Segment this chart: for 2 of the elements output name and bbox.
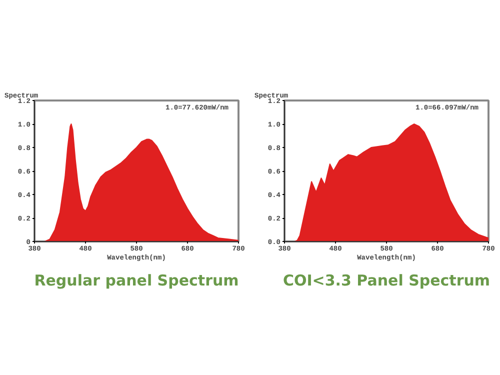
text: Regular panel Spectrum [34, 272, 239, 290]
text: COI<3.3 Panel Spectrum [282, 272, 490, 290]
